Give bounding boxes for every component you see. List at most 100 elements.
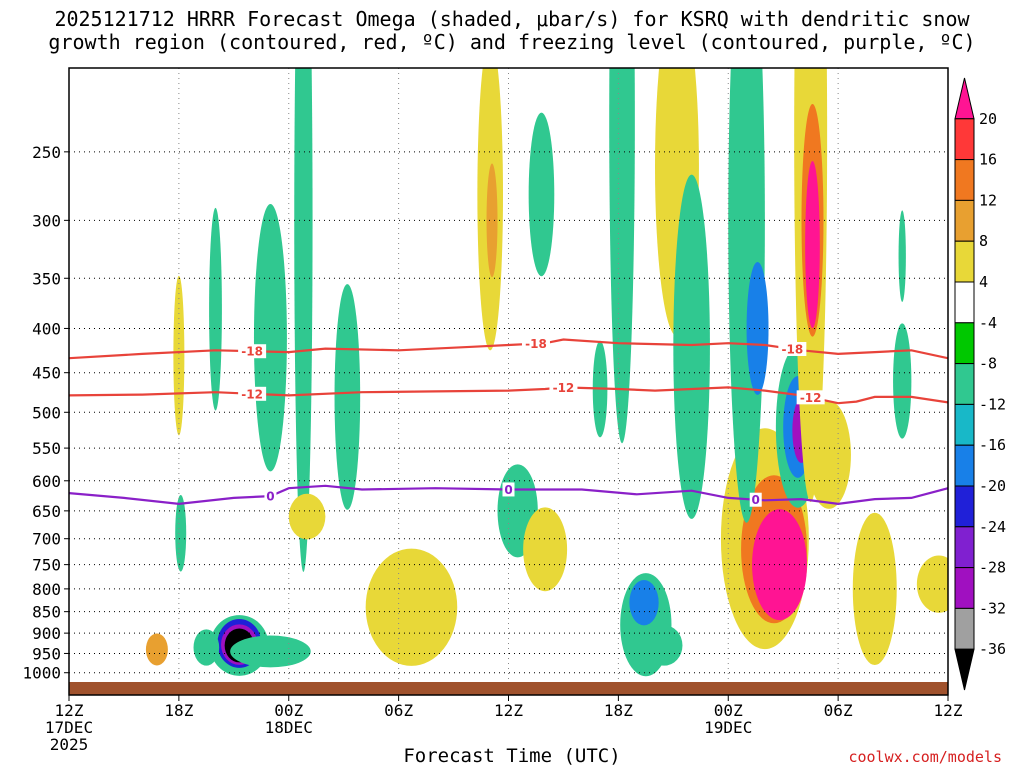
x-axis-title: Forecast Time (UTC) <box>403 745 621 767</box>
colorbar-swatch <box>954 526 975 569</box>
colorbar-label: -20 <box>979 477 1006 495</box>
colorbar-label: 16 <box>979 151 997 169</box>
colorbar: 20 16 12 8 4 -4 -8 -12 -16 -20 -24 -28 -32 -36 <box>954 77 1006 691</box>
title-line-2: growth region (contoured, red, ºC) and f… <box>48 30 976 54</box>
omega-region <box>805 161 820 329</box>
omega-region <box>609 68 635 444</box>
contour-label-bg <box>778 342 807 357</box>
y-tick-label: 800 <box>32 580 61 599</box>
contour-label-bg <box>521 336 550 351</box>
x-tick-label: 18Z <box>164 701 193 720</box>
ground-bar <box>69 682 948 695</box>
colorbar-label: -16 <box>979 436 1006 454</box>
x-tick-label: 18Z <box>604 701 633 720</box>
colorbar-label: -4 <box>979 314 997 332</box>
y-tick-label: 850 <box>32 603 61 622</box>
contour-label: -12 <box>553 381 575 395</box>
y-tick-label: 450 <box>32 364 61 383</box>
y-tick-label: 400 <box>32 319 61 338</box>
colorbar-swatch <box>954 322 975 365</box>
y-tick-label: 500 <box>32 403 61 422</box>
x-tick-label: 18DEC <box>265 718 313 737</box>
contour-label: 0 <box>504 483 512 497</box>
contour-label-bg <box>502 482 515 497</box>
omega-region <box>253 204 287 472</box>
contour-label-bg <box>264 489 277 504</box>
contour-label: -18 <box>525 337 547 351</box>
x-tick-label: 19DEC <box>704 718 752 737</box>
colorbar-swatch <box>954 607 975 650</box>
colorbar-swatch <box>954 485 975 528</box>
y-tick-label: 250 <box>32 143 61 162</box>
colorbar-label: 20 <box>979 110 997 128</box>
x-tick-label: 17DEC <box>45 718 93 737</box>
colorbar-label: -12 <box>979 395 1006 413</box>
contour-line <box>69 386 948 405</box>
omega-region <box>288 493 326 540</box>
omega-region <box>528 112 555 277</box>
y-tick-label: 600 <box>32 472 61 491</box>
y-tick-label: 350 <box>32 269 61 288</box>
y-tick-label: 900 <box>32 624 61 643</box>
colorbar-label: 8 <box>979 232 988 250</box>
colorbar-label: -24 <box>979 518 1006 536</box>
x-tick-label: 00Z <box>274 701 303 720</box>
y-tick-label: 1000 <box>22 664 61 683</box>
contour-label-bg <box>238 386 267 401</box>
x-tick-label: 06Z <box>384 701 413 720</box>
omega-region <box>728 68 765 523</box>
contour-label: -18 <box>782 343 804 357</box>
x-tick-label: 12Z <box>934 701 963 720</box>
colorbar-label: -36 <box>979 640 1006 658</box>
omega-region <box>294 68 313 572</box>
colorbar-label: -32 <box>979 599 1006 617</box>
colorbar-swatch <box>954 240 975 283</box>
omega-region <box>893 323 912 439</box>
omega-region <box>746 262 769 395</box>
omega-region <box>898 210 906 302</box>
contour-label: 0 <box>752 493 760 507</box>
colorbar-label: 4 <box>979 273 988 291</box>
omega-region <box>916 555 948 613</box>
contour-line <box>69 338 948 360</box>
contour-label: -12 <box>241 387 263 401</box>
colorbar-label: -8 <box>979 355 997 373</box>
y-tick-label: 700 <box>32 530 61 549</box>
source-credit[interactable]: coolwx.com/models <box>848 748 1002 766</box>
contour-label: 0 <box>266 490 274 504</box>
colorbar-swatch <box>954 403 975 446</box>
omega-region <box>629 580 659 626</box>
x-tick-label: 2025 <box>50 735 89 754</box>
colorbar-swatch <box>954 199 975 242</box>
y-tick-label: 750 <box>32 556 61 575</box>
contour-line <box>69 484 948 506</box>
omega-region <box>209 207 222 411</box>
colorbar-label: 12 <box>979 191 997 209</box>
colorbar-swatch <box>954 363 975 405</box>
omega-region <box>806 400 851 509</box>
contour-label-bg <box>796 390 825 405</box>
omega-region <box>334 284 361 510</box>
colorbar-swatch <box>954 648 975 691</box>
title-line-1: 2025121712 HRRR Forecast Omega (shaded, … <box>54 7 970 31</box>
contour-label-bg <box>749 492 762 507</box>
omega-region <box>173 275 185 436</box>
omega-region <box>175 495 187 572</box>
y-tick-label: 300 <box>32 211 61 230</box>
colorbar-swatch <box>954 281 975 324</box>
colorbar-swatch <box>954 77 975 120</box>
contour-label-bg <box>549 380 578 395</box>
colorbar-swatch <box>954 159 975 201</box>
x-tick-label: 00Z <box>714 701 743 720</box>
chart-title: 2025121712 HRRR Forecast Omega (shaded, … <box>0 8 1024 54</box>
contour-lines: -18 -18 -18 -12 -12 -12 0 0 0 <box>69 336 948 507</box>
colorbar-label: -28 <box>979 559 1006 577</box>
colorbar-swatch <box>954 567 975 609</box>
y-axis: 250 300 350 400 450 500 550 600 650 700 750 800 850 9… <box>22 143 69 683</box>
contour-label: -12 <box>800 391 822 405</box>
y-tick-label: 650 <box>32 502 61 521</box>
x-tick-label: 12Z <box>55 701 84 720</box>
omega-region <box>486 163 498 278</box>
